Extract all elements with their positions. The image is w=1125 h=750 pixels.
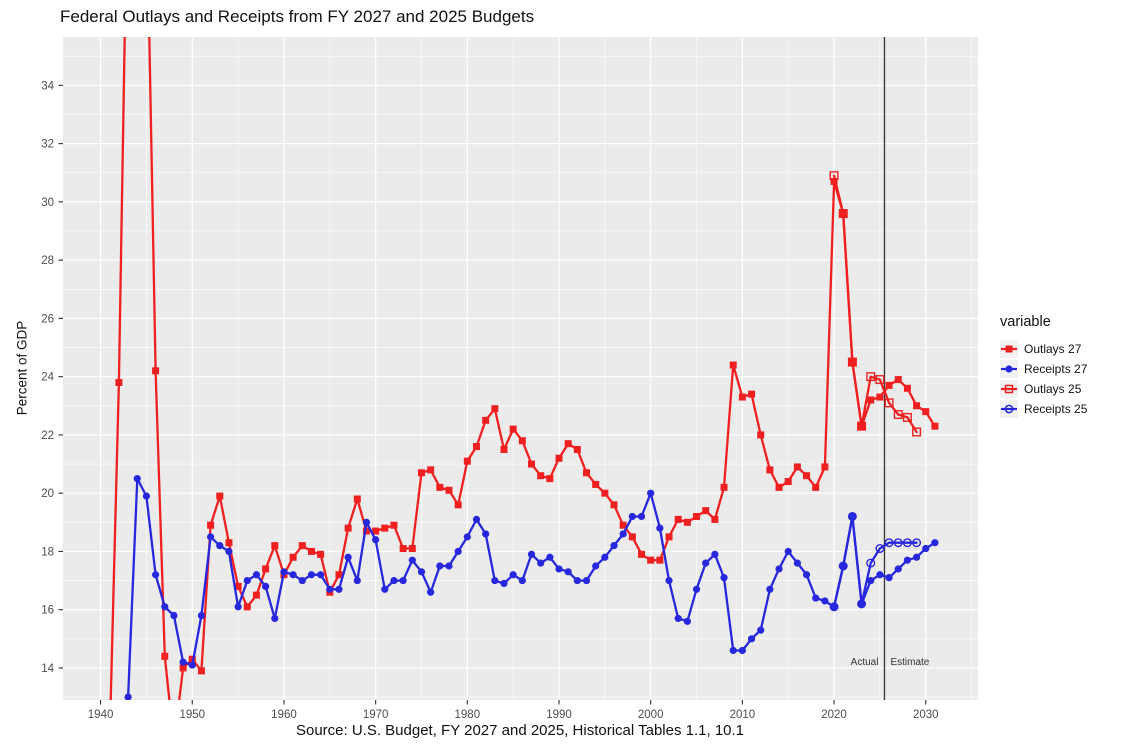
svg-text:2010: 2010 (730, 709, 756, 721)
svg-text:22: 22 (41, 430, 54, 442)
actual-label: Actual (851, 657, 879, 668)
series-receipts-27 (124, 475, 939, 700)
legend-item-outlays-27: Outlays 27 (1000, 339, 1087, 358)
legend-item-receipts-27: Receipts 27 (1000, 359, 1087, 378)
plot-panel (63, 37, 978, 700)
y-axis-tick-labels: 14 16 18 20 22 24 26 28 30 32 34 (41, 80, 54, 675)
legend-key-outlays-25-icon (1000, 379, 1018, 398)
legend: variable Outlays 27 Receipts 27 (1000, 314, 1087, 419)
svg-text:26: 26 (41, 313, 54, 325)
svg-text:16: 16 (41, 605, 54, 617)
svg-text:1950: 1950 (179, 709, 205, 721)
svg-text:32: 32 (41, 139, 54, 151)
legend-title: variable (1000, 314, 1051, 330)
svg-text:30: 30 (41, 197, 54, 209)
svg-text:1960: 1960 (271, 709, 297, 721)
svg-text:34: 34 (41, 80, 54, 92)
legend-label-receipts-27: Receipts 27 (1024, 361, 1088, 376)
y-axis-title: Percent of GDP (14, 320, 30, 416)
legend-label-outlays-25: Outlays 25 (1024, 381, 1082, 396)
svg-text:14: 14 (41, 663, 54, 675)
legend-key-receipts-25-icon (1000, 399, 1018, 418)
svg-text:1990: 1990 (546, 709, 572, 721)
svg-text:2020: 2020 (821, 709, 847, 721)
legend-item-outlays-25: Outlays 25 (1000, 379, 1087, 398)
legend-item-receipts-25: Receipts 25 (1000, 399, 1087, 418)
svg-text:24: 24 (41, 372, 54, 384)
legend-label-receipts-25: Receipts 25 (1024, 401, 1088, 416)
estimate-label: Estimate (890, 657, 929, 668)
svg-text:2000: 2000 (638, 709, 664, 721)
svg-text:2030: 2030 (913, 709, 939, 721)
series-outlays-27 (109, 37, 939, 700)
svg-text:1980: 1980 (455, 709, 481, 721)
chart-title: Federal Outlays and Receipts from FY 202… (60, 7, 535, 26)
major-gridlines (63, 37, 978, 700)
svg-text:1970: 1970 (363, 709, 389, 721)
legend-key-outlays-27-icon (1000, 339, 1018, 358)
source-caption: Source: U.S. Budget, FY 2027 and 2025, H… (295, 722, 745, 739)
svg-text:18: 18 (41, 546, 54, 558)
svg-text:20: 20 (41, 488, 54, 500)
legend-label-outlays-27: Outlays 27 (1024, 341, 1082, 356)
x-axis-tick-labels: 1940 1950 1960 1970 1980 1990 2000 2010 2020 2030 (88, 709, 939, 721)
svg-text:28: 28 (41, 255, 54, 267)
actual-estimate-labels: Actual Estimate (851, 657, 930, 668)
legend-key-receipts-27-icon (1000, 359, 1018, 378)
svg-text:1940: 1940 (88, 709, 114, 721)
axis-tick-marks (58, 84, 927, 705)
